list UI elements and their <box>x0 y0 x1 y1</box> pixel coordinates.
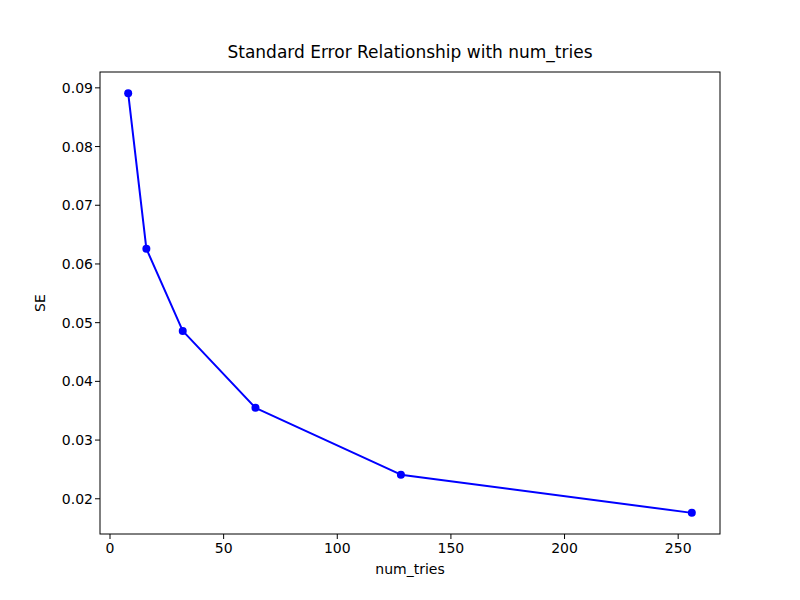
x-tick-label: 200 <box>551 540 578 556</box>
series-line <box>128 93 692 513</box>
x-axis-label: num_tries <box>375 561 444 577</box>
y-tick-label: 0.05 <box>62 315 93 331</box>
figure: Standard Error Relationship with num_tri… <box>0 0 800 600</box>
y-tick-label: 0.06 <box>62 256 93 272</box>
y-tick-label: 0.02 <box>62 491 93 507</box>
x-tick-label: 250 <box>665 540 692 556</box>
y-axis-label: SE <box>32 294 48 312</box>
chart-title: Standard Error Relationship with num_tri… <box>227 42 592 63</box>
data-point <box>179 327 187 335</box>
data-point <box>397 471 405 479</box>
x-tick-label: 150 <box>438 540 465 556</box>
y-tick-label: 0.09 <box>62 80 93 96</box>
y-tick-label: 0.08 <box>62 139 93 155</box>
x-tick-label: 100 <box>324 540 351 556</box>
plot-area: 0 50 100 150 200 250 0.02 0.03 0.04 0.05 0.06 0.07 0… <box>62 72 720 556</box>
x-tick-label: 0 <box>106 540 115 556</box>
x-tick-label: 50 <box>215 540 233 556</box>
y-tick-label: 0.07 <box>62 197 93 213</box>
data-point <box>142 245 150 253</box>
y-tick-label: 0.04 <box>62 373 93 389</box>
y-tick-label: 0.03 <box>62 432 93 448</box>
data-point <box>688 509 696 517</box>
plot-border <box>100 72 720 534</box>
data-point <box>251 404 259 412</box>
line-chart: Standard Error Relationship with num_tri… <box>0 0 800 600</box>
data-point <box>124 89 132 97</box>
